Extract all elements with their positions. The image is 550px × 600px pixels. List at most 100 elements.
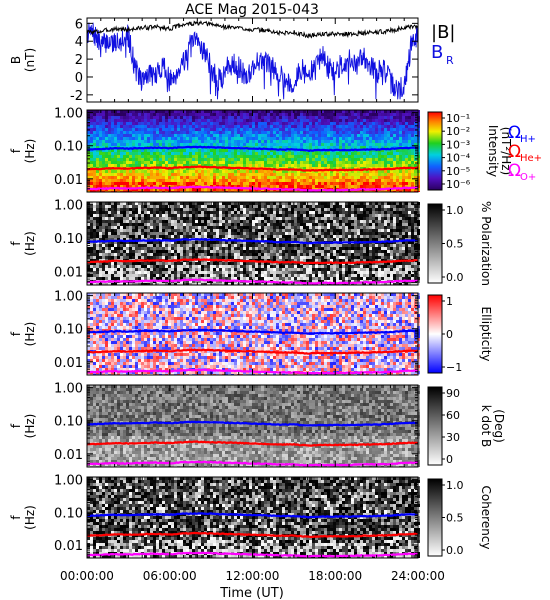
spectrogram-cell	[156, 211, 159, 214]
spectrogram-cell	[276, 131, 279, 134]
spectrogram-cell	[147, 128, 150, 131]
spectrogram-cell	[171, 128, 174, 131]
spectrogram-cell	[180, 211, 183, 214]
spectrogram-cell	[186, 164, 189, 167]
spectrogram-cell	[177, 149, 180, 152]
spectrogram-cell	[228, 119, 231, 122]
spectrogram-cell	[294, 128, 297, 131]
gyrofrequency-legend-symbol: Ω	[508, 123, 521, 143]
spectrogram-cell	[258, 208, 261, 211]
spectrogram-cell	[300, 140, 303, 143]
spectrogram-cell	[171, 176, 174, 179]
spectrogram-cell	[234, 232, 237, 235]
spectrogram-cell	[189, 202, 192, 205]
spectrogram-cell	[351, 161, 354, 164]
spectrogram-cell	[321, 214, 324, 217]
spectrogram-cell	[279, 208, 282, 211]
spectrogram-cell	[138, 223, 141, 226]
spectrogram-cell	[354, 202, 357, 205]
spectrogram-cell	[237, 214, 240, 217]
spectrogram-cell	[141, 161, 144, 164]
spectrogram-cell	[165, 217, 168, 220]
spectrogram-cell	[390, 122, 393, 125]
spectrogram-cell	[231, 229, 234, 232]
spectrogram-cell	[246, 182, 249, 185]
spectrogram-cell	[273, 116, 276, 119]
spectrogram-cell	[351, 182, 354, 185]
spectrogram-cell	[309, 244, 312, 247]
spectrogram-cell	[363, 182, 366, 185]
spectrogram-cell	[384, 232, 387, 235]
spectrogram-cell	[138, 134, 141, 137]
spectrogram-cell	[192, 182, 195, 185]
spectrogram-cell	[270, 202, 273, 205]
spectrogram-cell	[114, 152, 117, 155]
spectrogram-cell	[306, 205, 309, 208]
spectrogram-cell	[102, 146, 105, 149]
spectrogram-cell	[147, 211, 150, 214]
spectrogram-cell	[396, 137, 399, 140]
spectrogram-cell	[105, 247, 108, 250]
spectrogram-cell	[306, 179, 309, 182]
spectrogram-cell	[342, 232, 345, 235]
spectrogram-cell	[171, 158, 174, 161]
spectrogram-cell	[327, 158, 330, 161]
spectrogram-cell	[300, 119, 303, 122]
spectrogram-cell	[330, 164, 333, 167]
spectrogram-cell	[135, 161, 138, 164]
spectrogram-cell	[207, 235, 210, 238]
spectrogram-cell	[264, 211, 267, 214]
spectrogram-cell	[96, 170, 99, 173]
spectrogram-cell	[147, 223, 150, 226]
spectrogram-cell	[378, 140, 381, 143]
spectrogram-cell	[330, 110, 333, 113]
spectrogram-cell	[108, 161, 111, 164]
spectrogram-cell	[132, 149, 135, 152]
spectrogram-cell	[225, 173, 228, 176]
spectrogram-cell	[282, 161, 285, 164]
spectrogram-cell	[132, 134, 135, 137]
spectrogram-cell	[246, 173, 249, 176]
spectrogram-cell	[228, 182, 231, 185]
spectrogram-cell	[177, 113, 180, 116]
spectrogram-cell	[147, 119, 150, 122]
spectrogram-cell	[93, 176, 96, 179]
spectrogram-cell	[243, 185, 246, 188]
spectrogram-cell	[234, 116, 237, 119]
spectrogram-cell	[390, 161, 393, 164]
spectrogram-cell	[285, 137, 288, 140]
spectrogram-cell	[366, 238, 369, 241]
spectrogram-cell	[327, 179, 330, 182]
spectrogram-cell	[393, 179, 396, 182]
spectrogram-cell	[342, 137, 345, 140]
spectrogram-cell	[126, 110, 129, 113]
spectrogram-cell	[147, 149, 150, 152]
spectrogram-cell	[258, 128, 261, 131]
spectrogram-cell	[90, 176, 93, 179]
spectrogram-cell	[198, 176, 201, 179]
spectrogram-cell	[306, 113, 309, 116]
spectrogram-cell	[378, 122, 381, 125]
spectrogram-cell	[381, 137, 384, 140]
spectrogram-cell	[309, 208, 312, 211]
spectrogram-cell	[270, 125, 273, 128]
spectrogram-cell	[300, 122, 303, 125]
spectrogram-cell	[129, 185, 132, 188]
spectrogram-cell	[129, 205, 132, 208]
spectrogram-cell	[99, 211, 102, 214]
spectrogram-cell	[189, 226, 192, 229]
spectrogram-cell	[96, 134, 99, 137]
spectrogram-cell	[105, 164, 108, 167]
spectrogram-cell	[141, 179, 144, 182]
spectrogram-cell	[129, 226, 132, 229]
spectrogram-cell	[207, 158, 210, 161]
spectrogram-cell	[264, 122, 267, 125]
spectrogram-cell	[291, 232, 294, 235]
spectrogram-cell	[201, 170, 204, 173]
spectrogram-cell	[87, 140, 90, 143]
spectrogram-cell	[234, 208, 237, 211]
spectrogram-cell	[234, 131, 237, 134]
spectrogram-cell	[201, 134, 204, 137]
spectrogram-cell	[402, 128, 405, 131]
spectrogram-cell	[216, 113, 219, 116]
